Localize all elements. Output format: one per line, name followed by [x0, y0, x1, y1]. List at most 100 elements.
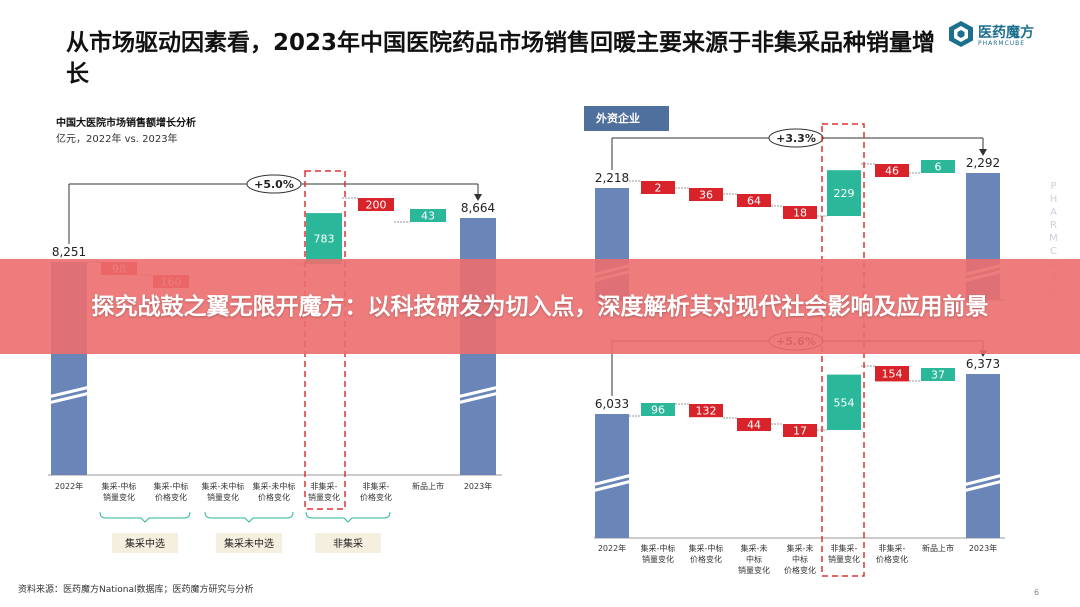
- x-axis-label: 集采-未: [741, 543, 768, 553]
- foreign-enterprise-tag: 外资企业: [584, 106, 669, 131]
- axis-break-mark: [962, 479, 1004, 493]
- delta-value-label: 18: [793, 207, 807, 220]
- total-bar: [966, 374, 1000, 538]
- x-axis-label: 新品上市: [922, 543, 954, 553]
- delta-bar: [737, 418, 771, 431]
- data-source: 资料来源：医药魔方National数据库；医药魔方研究与分析: [18, 585, 254, 595]
- total-value-label: 2,218: [595, 171, 629, 185]
- delta-bar: [875, 164, 909, 177]
- x-axis-label: 非集采-: [831, 543, 858, 553]
- growth-badge: [246, 174, 302, 194]
- x-axis-label: 集采-未中标: [202, 481, 245, 491]
- delta-bar: [689, 404, 723, 418]
- delta-bar: [827, 170, 861, 216]
- x-axis-label: 中标: [746, 554, 762, 564]
- total-value-label: 8,251: [52, 245, 86, 259]
- delta-value-label: 43: [421, 210, 435, 223]
- left-chart-title: 中国大医院市场销售额增长分析: [56, 118, 196, 129]
- total-value-label: 2,292: [966, 156, 1000, 170]
- delta-value-label: 229: [834, 187, 855, 200]
- delta-bar: [641, 181, 675, 194]
- x-axis-label: 价格变化: [258, 492, 290, 502]
- delta-bar: [783, 206, 817, 219]
- brand-name-en: PHARMCUBE: [978, 40, 1026, 47]
- x-axis-label: 价格变化: [690, 554, 722, 564]
- axis-break-mark: [456, 391, 500, 405]
- growth-label: +5.0%: [254, 178, 294, 191]
- x-axis-label: 销量变化: [738, 565, 770, 575]
- x-axis-label: 集采-未中标: [253, 481, 296, 491]
- delta-bar: [875, 366, 909, 382]
- x-axis-label: 非集采-: [879, 543, 906, 553]
- x-axis-label: 价格变化: [784, 565, 816, 575]
- delta-value-label: 37: [931, 369, 945, 382]
- x-axis-label: 价格变化: [155, 492, 187, 502]
- delta-bar: [410, 209, 446, 222]
- x-axis-label: 集采-中标: [689, 543, 724, 553]
- x-axis-label: 销量变化: [642, 554, 674, 564]
- delta-value-label: 96: [651, 404, 665, 417]
- growth-arrow-icon: [474, 194, 482, 201]
- growth-arrow-icon: [979, 149, 987, 156]
- delta-value-label: 783: [314, 233, 335, 246]
- delta-bar: [783, 424, 817, 437]
- group-bracket: [305, 511, 391, 523]
- delta-value-label: 132: [696, 405, 717, 418]
- x-axis-label: 销量变化: [103, 492, 135, 502]
- x-axis-label: 中标: [792, 554, 808, 564]
- x-axis-label: 集采-中标: [641, 543, 676, 553]
- x-axis-label: 销量变化: [828, 554, 860, 564]
- delta-value-label: 200: [366, 199, 387, 212]
- pharmcube-logo-icon: [949, 21, 973, 47]
- delta-bar: [737, 194, 771, 207]
- group-label-box: [112, 533, 178, 553]
- x-axis-label: 2023年: [969, 543, 997, 553]
- x-axis-label: 集采-中标: [154, 481, 189, 491]
- x-axis-label: 2023年: [464, 481, 492, 491]
- x-axis-label: 价格变化: [360, 492, 392, 502]
- left-chart-subtitle: 亿元，2022年 vs. 2023年: [56, 134, 178, 145]
- group-label-box: [216, 533, 282, 553]
- delta-value-label: 64: [747, 195, 761, 208]
- total-value-label: 8,664: [461, 201, 495, 215]
- delta-bar: [921, 160, 955, 173]
- axis-break-mark: [591, 473, 633, 487]
- axis-break-mark: [962, 473, 1004, 487]
- group-bracket: [204, 511, 294, 523]
- delta-value-label: 154: [882, 368, 903, 381]
- x-axis-label: 非集采-: [363, 481, 390, 491]
- delta-value-label: 46: [885, 165, 899, 178]
- axis-break-mark: [47, 385, 91, 399]
- delta-bar: [827, 374, 861, 430]
- x-axis-label: 集采-未: [787, 543, 814, 553]
- growth-label: +3.3%: [776, 132, 816, 145]
- x-axis-label: 2022年: [55, 481, 83, 491]
- group-label: 集采中选: [125, 537, 165, 550]
- x-axis-label: 销量变化: [207, 492, 239, 502]
- x-axis-label: 销量变化: [308, 492, 340, 502]
- delta-bar: [358, 198, 394, 211]
- highlight-dashed-box: [304, 170, 346, 510]
- x-axis-label: 非集采-: [311, 481, 338, 491]
- axis-break-mark: [47, 391, 91, 405]
- group-label: 非集采: [333, 537, 363, 550]
- title-banner: 探究战鼓之翼无限开魔方：以科技研发为切入点，深度解析其对现代社会影响及应用前景: [0, 259, 1080, 354]
- delta-value-label: 6: [935, 161, 942, 174]
- delta-value-label: 44: [747, 419, 761, 432]
- delta-value-label: 2: [655, 182, 662, 195]
- group-label: 集采未中选: [224, 537, 274, 550]
- delta-bar: [641, 403, 675, 416]
- x-axis-label: 价格变化: [876, 554, 908, 564]
- slide-title: 从市场驱动因素看，2023年中国医院药品市场销售回暖主要来源于非集采品种销量增长: [66, 30, 936, 87]
- group-bracket: [99, 511, 191, 523]
- x-axis-label: 2022年: [598, 543, 626, 553]
- delta-bar: [306, 213, 342, 264]
- delta-bar: [921, 368, 955, 381]
- growth-badge: [768, 128, 824, 148]
- delta-bar: [689, 188, 723, 201]
- delta-value-label: 554: [834, 396, 855, 409]
- x-axis-label: 新品上市: [412, 481, 444, 491]
- total-value-label: 6,033: [595, 397, 629, 411]
- brand-name: 医药魔方: [978, 25, 1034, 41]
- total-value-label: 6,373: [966, 357, 1000, 371]
